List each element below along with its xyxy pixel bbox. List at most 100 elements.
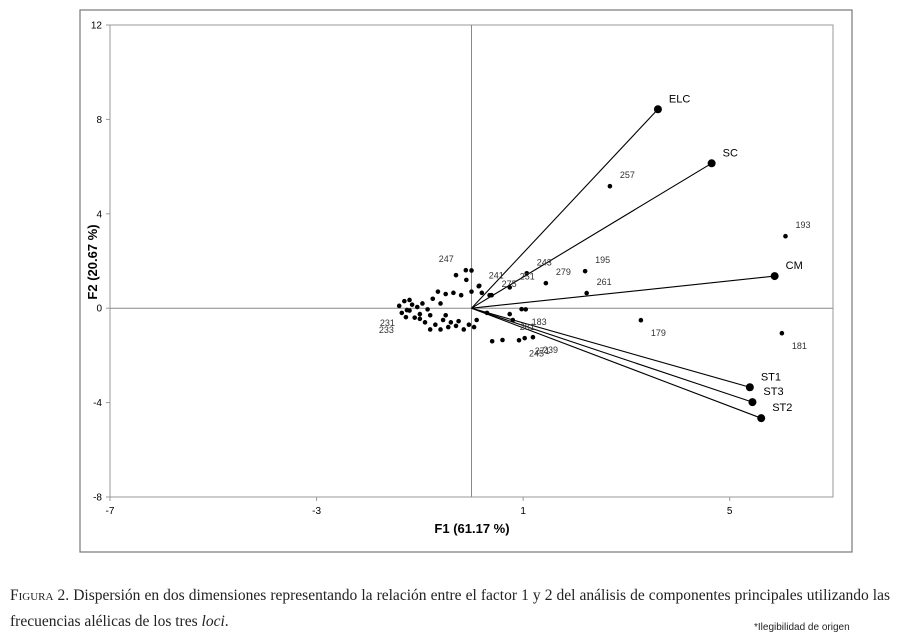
point: [471, 324, 477, 330]
y-tick-label: -4: [93, 398, 102, 409]
point-label: 179: [651, 328, 666, 338]
point: [453, 272, 459, 278]
point: [607, 183, 613, 189]
point-label: 275: [502, 279, 517, 289]
point: [443, 312, 448, 318]
point: [469, 268, 474, 273]
point: [463, 267, 469, 273]
point: [433, 322, 438, 328]
point-label: 239: [543, 345, 558, 355]
point: [779, 330, 785, 336]
vector-end: [745, 383, 754, 392]
point-label: 241: [489, 270, 504, 280]
x-tick-label: -3: [312, 506, 321, 517]
caption: Figura 2. Dispersión en dos dimensiones …: [10, 583, 890, 635]
point: [399, 310, 405, 316]
point: [638, 317, 644, 323]
point: [507, 285, 513, 290]
point-label: 195: [595, 255, 610, 265]
vector-label: CM: [786, 260, 803, 272]
point: [507, 311, 513, 317]
point-label: 193: [795, 220, 810, 230]
loading-vector: [471, 307, 751, 388]
chart-frame: [79, 9, 853, 553]
point: [427, 312, 433, 318]
point: [466, 322, 472, 328]
y-tick-label: 4: [96, 209, 102, 220]
note: *Ilegibilidad de origen: [754, 622, 850, 633]
caption-end: .: [224, 613, 229, 630]
point: [543, 280, 549, 286]
point: [402, 298, 407, 304]
vector-end: [748, 398, 757, 407]
loading-vector: [471, 108, 659, 309]
point: [443, 291, 448, 297]
point: [456, 318, 461, 324]
point: [396, 303, 402, 309]
point: [522, 335, 527, 341]
chart: F1 (61.17 %) F2 (20.67 %) -8 -4 0 4 8 12 -7 -3 1…: [79, 9, 853, 553]
vector-end: [707, 159, 716, 168]
point: [484, 310, 490, 316]
point: [464, 277, 469, 283]
point: [414, 304, 420, 310]
x-tick-label: -7: [106, 506, 115, 517]
point: [438, 301, 443, 306]
point: [510, 317, 516, 323]
point: [422, 320, 428, 325]
point-label: 251: [520, 271, 535, 281]
point: [427, 327, 433, 332]
point-label: 257: [620, 170, 635, 180]
point: [438, 327, 443, 332]
point-label: 233: [379, 325, 394, 335]
point-label: 181: [792, 341, 807, 351]
y-tick-label: 8: [96, 115, 102, 126]
point: [448, 320, 454, 325]
point: [412, 315, 417, 320]
x-tick-label: 5: [727, 506, 733, 517]
caption-label: Figura 2.: [10, 587, 70, 604]
point: [516, 337, 522, 343]
point-label: 281: [520, 322, 535, 332]
point: [430, 296, 436, 302]
point-label: 245: [529, 348, 544, 358]
point: [453, 323, 459, 329]
point: [519, 306, 524, 312]
vector-label: ELC: [669, 93, 690, 105]
vector-label: ST2: [772, 402, 792, 414]
point: [458, 292, 464, 298]
point-label: 243: [537, 257, 552, 267]
point: [417, 316, 423, 322]
point: [783, 233, 788, 239]
point: [523, 307, 529, 312]
x-tick-label: 1: [520, 506, 526, 517]
vector-label: SC: [723, 147, 738, 159]
y-tick-label: -8: [93, 493, 102, 504]
point: [407, 297, 412, 303]
point: [420, 301, 425, 306]
point: [500, 337, 505, 343]
y-axis-label: F2 (20.67 %): [85, 224, 100, 299]
point-label: 231: [380, 318, 395, 328]
point: [440, 317, 446, 323]
point: [474, 317, 479, 323]
caption-text: Dispersión en dos dimensiones representa…: [10, 587, 891, 630]
point-label: 247: [439, 254, 454, 264]
vector-end: [653, 105, 662, 114]
point: [584, 290, 589, 296]
vector-label: ST3: [763, 386, 783, 398]
point: [461, 327, 467, 332]
vector-end: [757, 414, 766, 423]
point: [487, 292, 492, 298]
y-tick-label: 0: [96, 304, 102, 315]
point: [445, 324, 451, 330]
point: [425, 307, 430, 312]
point: [435, 289, 441, 294]
point: [409, 302, 415, 307]
point: [451, 290, 456, 296]
x-axis-label: F1 (61.17 %): [434, 521, 509, 536]
caption-italic: loci: [201, 613, 225, 630]
point-label: 271: [535, 346, 550, 356]
point: [476, 283, 482, 289]
